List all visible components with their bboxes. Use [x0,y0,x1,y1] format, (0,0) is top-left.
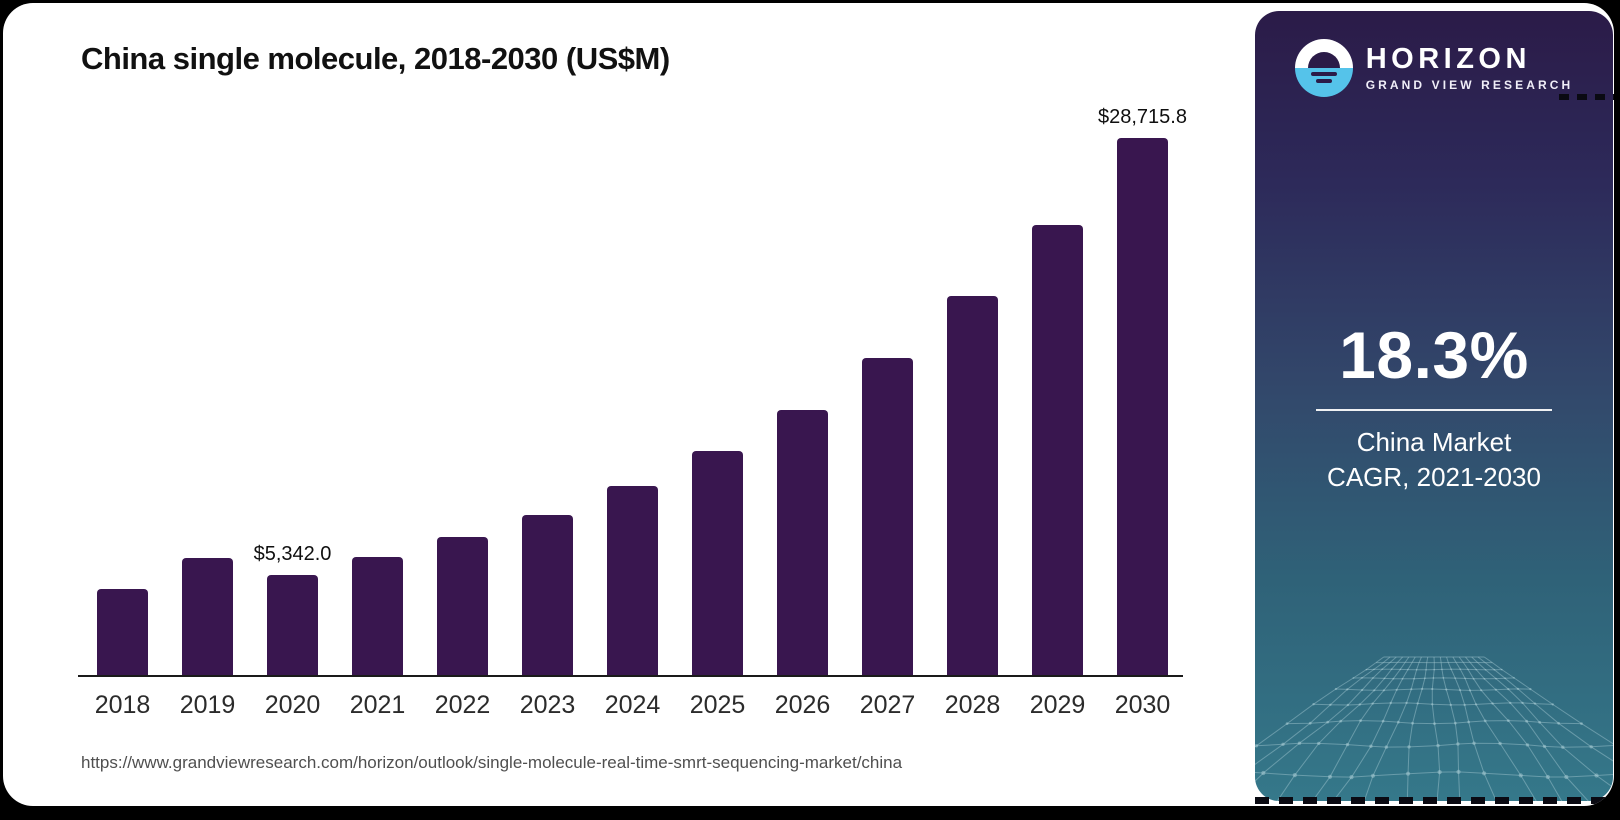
x-tick-2020: 2020 [264,691,321,719]
x-tick-2023: 2023 [519,691,576,719]
bar-2023 [522,514,573,675]
stat-divider [1316,409,1552,411]
chart-title: China single molecule, 2018-2030 (US$M) [81,41,670,76]
cagr-label-line2: CAGR, 2021-2030 [1327,462,1541,493]
x-tick-2029: 2029 [1029,691,1086,719]
bar-2029 [1032,225,1083,675]
cagr-value: 18.3% [1339,318,1529,392]
cagr-label: China Market CAGR, 2021-2030 [1255,425,1613,495]
bar-2024 [607,486,658,675]
x-tick-2025: 2025 [689,691,746,719]
dashed-artifact-top [1559,94,1614,100]
logo-brand-name: HORIZON [1365,42,1531,75]
logo-text: HORIZON GRAND VIEW RESEARCH [1365,42,1574,93]
logo-sub-brand: GRAND VIEW RESEARCH [1365,78,1574,93]
x-tick-2026: 2026 [774,691,831,719]
cagr-label-line1: China Market [1356,427,1512,457]
bar-2025 [692,450,743,675]
x-tick-2021: 2021 [349,691,406,719]
logo-reflection-line [1310,72,1337,76]
bar-2020 [267,575,318,675]
x-tick-2028: 2028 [944,691,1001,719]
logo-reflection-line [1315,79,1332,83]
logo-sun-icon [1307,52,1340,68]
x-tick-2030: 2030 [1114,691,1171,719]
wireframe-mesh-decoration [1255,656,1613,801]
cagr-stat: 18.3% China Market CAGR, 2021-2030 [1255,317,1613,495]
logo: HORIZON GRAND VIEW RESEARCH [1255,39,1613,97]
bar-2021 [352,557,403,675]
data-label-2030: $28,715.8 [1098,106,1187,128]
bar-2030 [1117,138,1168,675]
x-tick-2024: 2024 [604,691,661,719]
bar-2026 [777,409,828,675]
dashed-artifact-bottom [1255,797,1614,804]
bar-2027 [862,358,913,675]
plot-area: 2018 2019 2020 $5,342.0 2021 2022 2023 2024 2025… [78,106,1187,719]
bar-2022 [437,537,488,675]
bar-2019 [182,558,233,675]
bar-2018 [97,589,148,675]
x-tick-2022: 2022 [434,691,491,719]
report-card: China single molecule, 2018-2030 (US$M) … [3,3,1614,806]
x-tick-2019: 2019 [179,691,236,719]
source-url[interactable]: https://www.grandviewresearch.com/horizo… [81,753,903,772]
x-tick-2027: 2027 [859,691,916,719]
horizon-logo-icon [1294,39,1353,97]
bar-2028 [947,295,998,675]
brand-sidebar: HORIZON GRAND VIEW RESEARCH 18.3% China … [1255,11,1613,801]
data-label-2020: $5,342.0 [253,543,332,566]
x-tick-2018: 2018 [94,691,151,719]
